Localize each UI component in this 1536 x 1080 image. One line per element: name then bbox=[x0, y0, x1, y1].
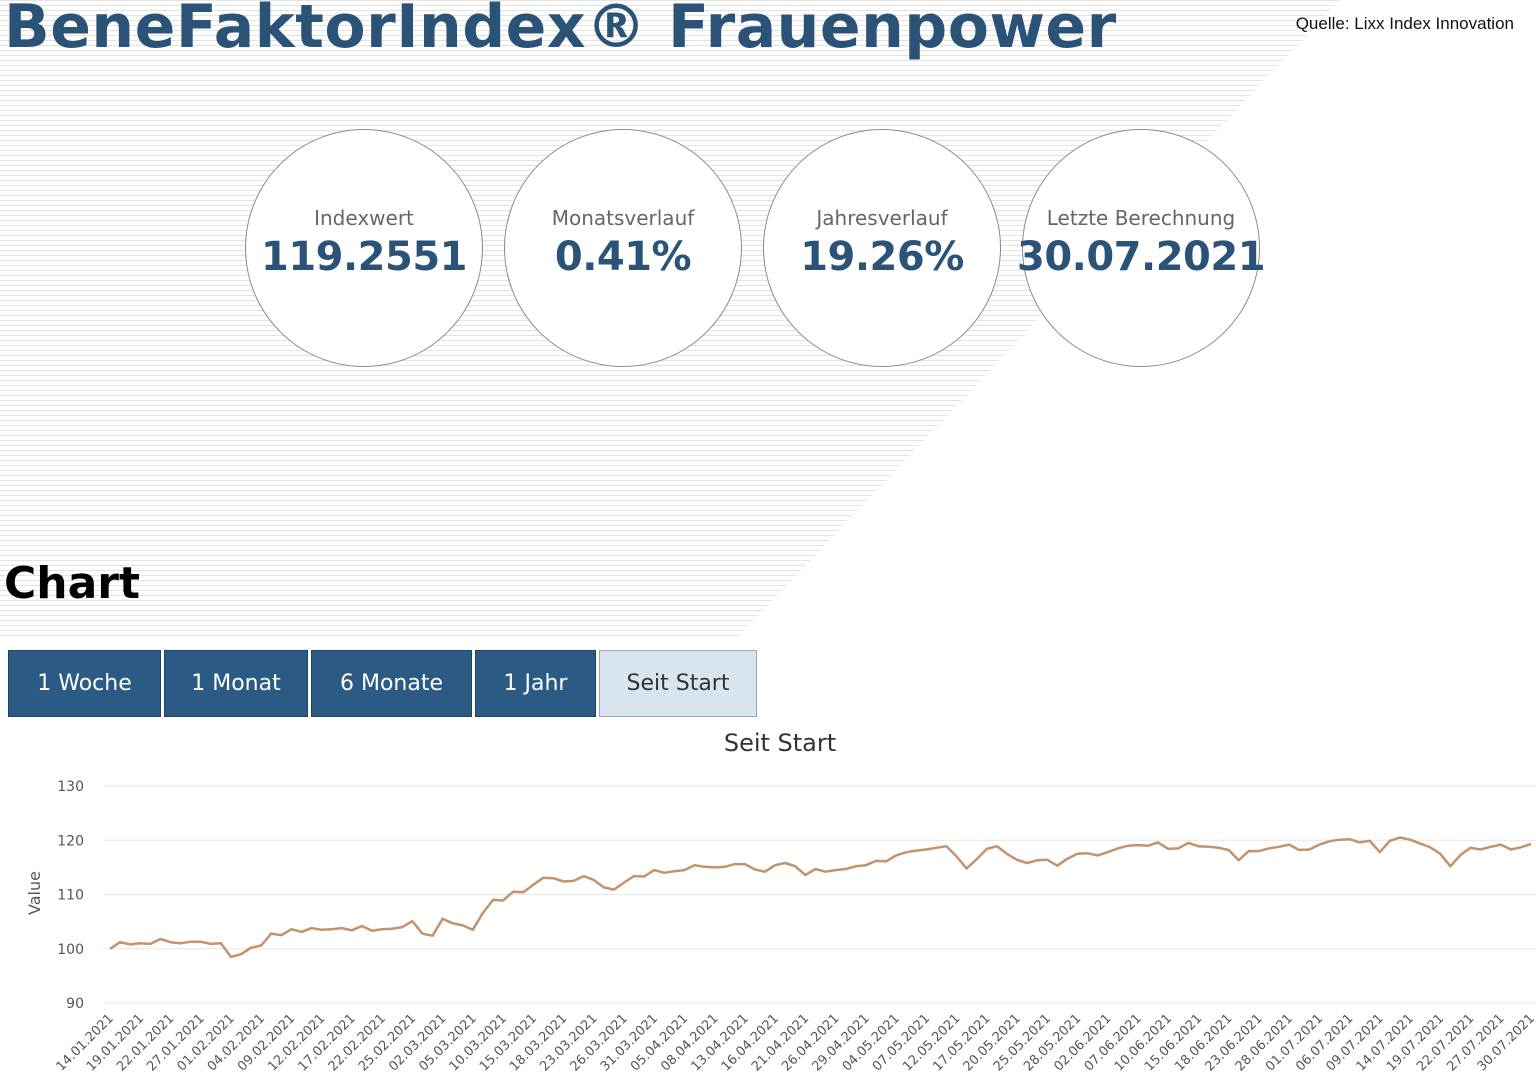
section-title: Chart bbox=[4, 558, 141, 609]
tab-1-woche[interactable]: 1 Woche bbox=[8, 650, 161, 717]
kpi-monthly-change: Monatsverlauf 0.41% bbox=[504, 129, 742, 367]
source-note: Quelle: Lixx Index Innovation bbox=[1295, 14, 1514, 33]
kpi-label: Jahresverlauf bbox=[816, 206, 948, 230]
kpi-value: 19.26% bbox=[800, 234, 964, 280]
kpi-last-calculation: Letzte Berechnung 30.07.2021 bbox=[1017, 129, 1266, 367]
y-axis-label: Value bbox=[25, 871, 44, 915]
kpi-label: Indexwert bbox=[314, 206, 414, 230]
kpi-label: Letzte Berechnung bbox=[1046, 206, 1236, 230]
striped-background bbox=[0, 0, 1340, 640]
chart-grid bbox=[104, 785, 1536, 1004]
range-tabs: 1 Woche 1 Monat 6 Monate 1 Jahr Seit Sta… bbox=[8, 650, 757, 717]
series-line bbox=[109, 836, 1532, 959]
tab-6-monate[interactable]: 6 Monate bbox=[311, 650, 472, 717]
y-tick-label: 110 bbox=[57, 888, 84, 904]
kpi-index-value: Indexwert 119.2551 bbox=[245, 129, 483, 367]
kpi-value: 0.41% bbox=[554, 234, 692, 280]
line-chart: Seit Start 90 100 110 120 130 Value 14.01.20… bbox=[25, 729, 1536, 1074]
tab-1-monat[interactable]: 1 Monat bbox=[164, 650, 308, 717]
page-title: BeneFaktorIndex® Frauenpower bbox=[4, 0, 1117, 62]
y-tick-label: 100 bbox=[57, 942, 84, 958]
tab-1-jahr[interactable]: 1 Jahr bbox=[475, 650, 596, 717]
y-tick-label: 130 bbox=[57, 779, 84, 795]
kpi-yearly-change: Jahresverlauf 19.26% bbox=[763, 129, 1001, 367]
kpi-label: Monatsverlauf bbox=[551, 206, 695, 230]
y-axis-ticks: 90 100 110 120 130 bbox=[57, 779, 84, 1012]
y-tick-label: 120 bbox=[57, 833, 84, 849]
y-tick-label: 90 bbox=[66, 996, 84, 1012]
chart-title: Seit Start bbox=[724, 729, 836, 757]
x-axis-ticks: 14.01.202119.01.202122.01.202127.01.2021… bbox=[54, 1011, 1536, 1074]
tab-seit-start[interactable]: Seit Start bbox=[599, 650, 757, 717]
kpi-value: 119.2551 bbox=[260, 234, 468, 280]
kpi-value: 30.07.2021 bbox=[1016, 234, 1266, 280]
